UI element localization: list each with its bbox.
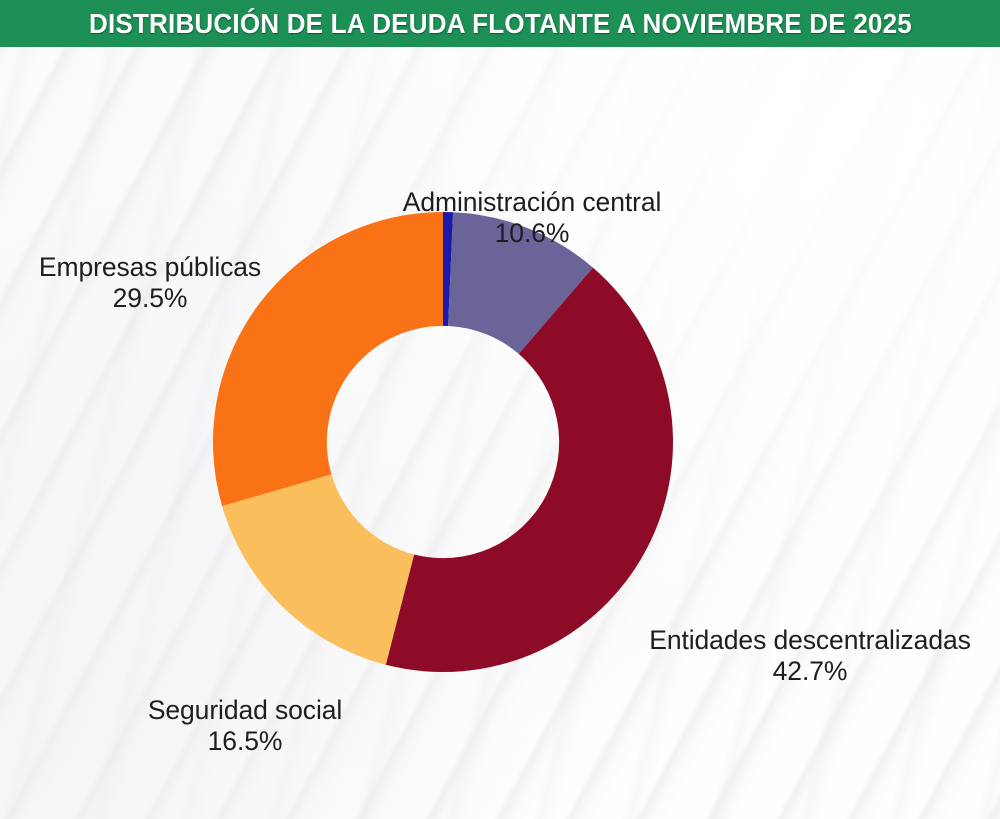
slice-label-percent: 42.7% bbox=[772, 655, 848, 686]
donut-chart bbox=[212, 212, 673, 672]
donut-slice-group bbox=[212, 212, 673, 672]
slice-label-percent: 29.5% bbox=[112, 282, 188, 313]
slice-label-percent: 10.6% bbox=[494, 217, 570, 248]
slice-label-administracion-central: Administración central 10.6% bbox=[322, 187, 742, 248]
slice-label-entidades-descentralizadas: Entidades descentralizadas 42.7% bbox=[615, 625, 1000, 686]
page-title: DISTRIBUCIÓN DE LA DEUDA FLOTANTE A NOVI… bbox=[88, 7, 912, 39]
donut-slice bbox=[212, 212, 443, 507]
header-bar: DISTRIBUCIÓN DE LA DEUDA FLOTANTE A NOVI… bbox=[0, 0, 1000, 47]
donut-slice bbox=[448, 212, 593, 354]
slice-label-seguridad-social: Seguridad social 16.5% bbox=[80, 695, 410, 756]
slice-label-empresas-publicas: Empresas públicas 29.5% bbox=[0, 252, 310, 313]
donut-slice bbox=[385, 267, 673, 672]
slice-label-name: Administración central bbox=[402, 187, 662, 217]
chart-area: Administración central 10.6% Empresas pú… bbox=[0, 47, 1000, 819]
slice-label-name: Entidades descentralizadas bbox=[649, 625, 971, 655]
slice-label-name: Empresas públicas bbox=[38, 252, 262, 282]
donut-slice bbox=[222, 474, 415, 665]
slice-label-percent: 16.5% bbox=[207, 725, 283, 756]
slice-label-name: Seguridad social bbox=[147, 695, 343, 725]
donut-slice bbox=[443, 212, 454, 326]
